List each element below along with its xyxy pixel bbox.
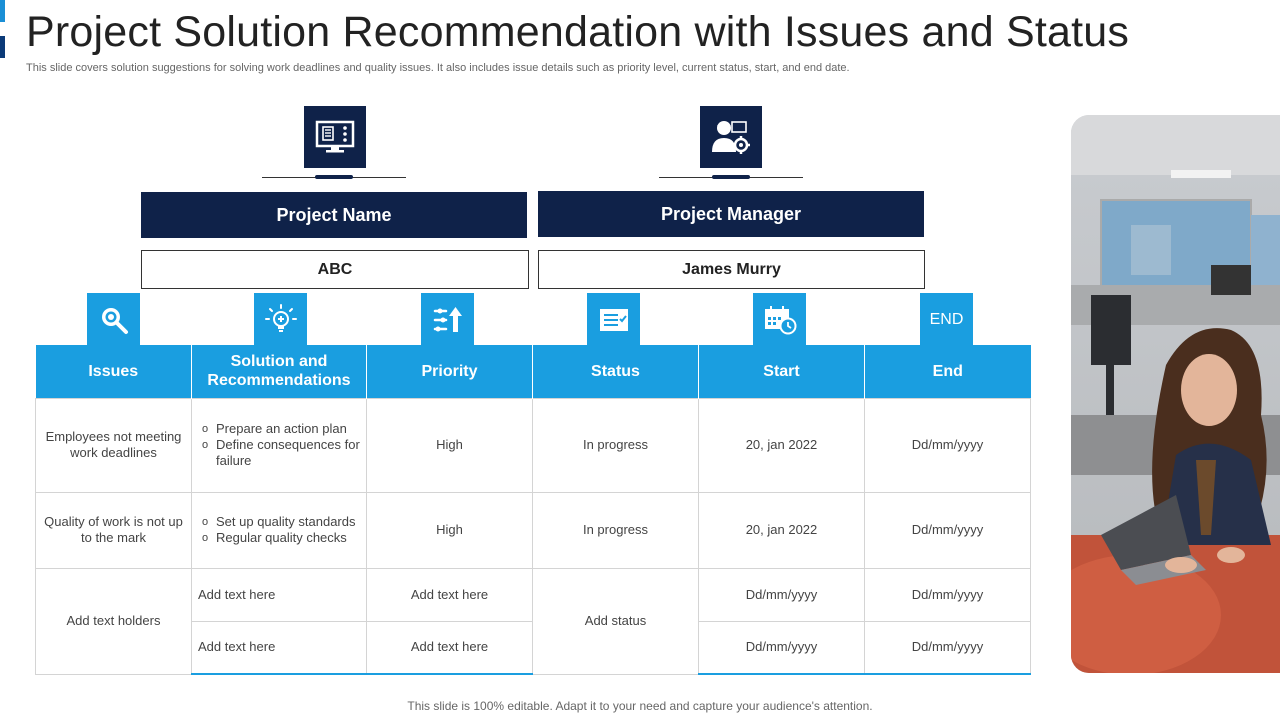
slide-subtitle: This slide covers solution suggestions f… bbox=[26, 62, 850, 74]
accent-bar-top bbox=[0, 0, 5, 22]
table-row: Add text holders Add text here Add text … bbox=[35, 567, 1031, 675]
col-header-end: End bbox=[864, 345, 1031, 398]
status-cell: In progress bbox=[532, 491, 699, 569]
table-row: Quality of work is not up to the mark Se… bbox=[35, 491, 1031, 569]
end-label-icon: END bbox=[920, 293, 973, 346]
project-name-value: ABC bbox=[141, 250, 529, 289]
table-row: Employees not meeting work deadlines Pre… bbox=[35, 397, 1031, 493]
start-placeholder-cell: Dd/mm/yyyy bbox=[698, 567, 865, 622]
priority-cell: High bbox=[366, 397, 533, 493]
solution-cell: Prepare an action plan Define consequenc… bbox=[191, 397, 367, 493]
divider-marker bbox=[712, 175, 750, 179]
project-manager-value: James Murry bbox=[538, 250, 925, 289]
status-cell: In progress bbox=[532, 397, 699, 493]
issue-cell: Quality of work is not up to the mark bbox=[35, 491, 192, 569]
project-manager-header: Project Manager bbox=[538, 191, 924, 237]
footer-note: This slide is 100% editable. Adapt it to… bbox=[407, 699, 873, 713]
start-cell: 20, jan 2022 bbox=[698, 491, 865, 569]
office-photo bbox=[1071, 115, 1280, 673]
col-header-status: Status bbox=[532, 345, 699, 398]
accent-bar-bottom bbox=[0, 36, 5, 58]
solution-item: Define consequences for failure bbox=[198, 437, 360, 469]
table-row: Add text here Add text here Dd/mm/yyyy D… bbox=[36, 620, 1031, 675]
search-icon bbox=[87, 293, 140, 346]
lightbulb-icon bbox=[254, 293, 307, 346]
col-header-priority: Priority bbox=[366, 345, 533, 398]
manager-gear-icon bbox=[700, 106, 762, 168]
solution-placeholder-cell: Add text here bbox=[191, 620, 367, 675]
end-placeholder-cell: Dd/mm/yyyy bbox=[864, 620, 1031, 675]
table-header-row: Issues Solution and Recommendations Prio… bbox=[35, 345, 1031, 398]
calendar-clock-icon bbox=[753, 293, 806, 346]
col-header-solution: Solution and Recommendations bbox=[191, 345, 367, 398]
start-cell: 20, jan 2022 bbox=[698, 397, 865, 493]
status-placeholder-cell: Add status bbox=[532, 567, 699, 675]
solution-item: Prepare an action plan bbox=[198, 421, 360, 437]
end-cell: Dd/mm/yyyy bbox=[864, 491, 1031, 569]
solution-cell: Set up quality standards Regular quality… bbox=[191, 491, 367, 569]
start-placeholder-cell: Dd/mm/yyyy bbox=[698, 620, 865, 675]
solution-item: Regular quality checks bbox=[198, 530, 360, 546]
col-header-start: Start bbox=[698, 345, 865, 398]
issue-placeholder-cell: Add text holders bbox=[35, 567, 192, 675]
col-header-issues: Issues bbox=[35, 345, 192, 398]
priority-cell: High bbox=[366, 491, 533, 569]
priority-placeholder-cell: Add text here bbox=[366, 620, 533, 675]
end-placeholder-cell: Dd/mm/yyyy bbox=[864, 567, 1031, 622]
priority-arrow-icon bbox=[421, 293, 474, 346]
solution-placeholder-cell: Add text here bbox=[191, 567, 367, 622]
issues-table: Issues Solution and Recommendations Prio… bbox=[35, 345, 1031, 675]
end-cell: Dd/mm/yyyy bbox=[864, 397, 1031, 493]
status-list-icon bbox=[587, 293, 640, 346]
issue-cell: Employees not meeting work deadlines bbox=[35, 397, 192, 493]
slide-title: Project Solution Recommendation with Iss… bbox=[26, 8, 1130, 56]
priority-placeholder-cell: Add text here bbox=[366, 567, 533, 622]
divider-marker bbox=[315, 175, 353, 179]
monitor-dashboard-icon bbox=[304, 106, 366, 168]
project-name-header: Project Name bbox=[141, 192, 527, 238]
solution-item: Set up quality standards bbox=[198, 514, 360, 530]
